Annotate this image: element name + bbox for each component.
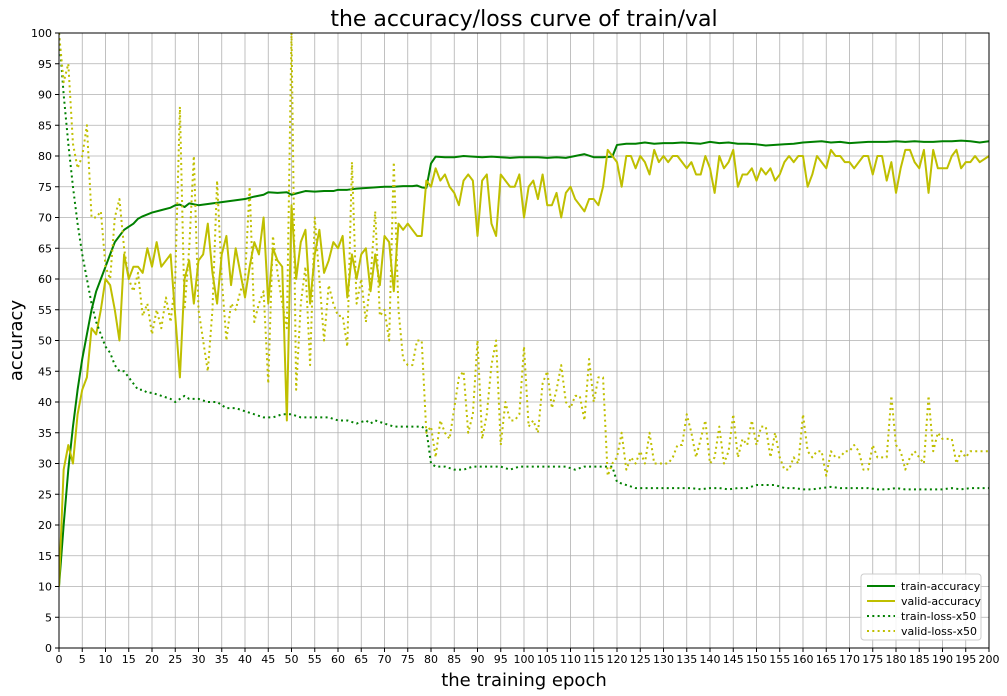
x-tick-label: 115 xyxy=(583,653,604,666)
x-tick-label: 125 xyxy=(630,653,651,666)
y-axis-title: accuracy xyxy=(6,300,27,382)
x-tick-label: 70 xyxy=(378,653,392,666)
legend-label: valid-accuracy xyxy=(901,595,981,608)
legend: train-accuracy valid-accuracy train-loss-x… xyxy=(860,573,982,641)
x-tick-label: 50 xyxy=(285,653,299,666)
y-tick-label: 65 xyxy=(38,242,52,255)
x-tick-label: 80 xyxy=(424,653,438,666)
y-tick-label: 10 xyxy=(38,581,52,594)
x-tick-label: 170 xyxy=(839,653,860,666)
x-tick-label: 175 xyxy=(862,653,883,666)
x-tick-label: 160 xyxy=(793,653,814,666)
grid xyxy=(58,32,990,649)
x-tick-label: 60 xyxy=(331,653,345,666)
y-tick-label: 45 xyxy=(38,365,52,378)
x-tick-label: 65 xyxy=(354,653,368,666)
x-tick-label: 30 xyxy=(192,653,206,666)
x-tick-label: 55 xyxy=(308,653,322,666)
x-tick-label: 155 xyxy=(769,653,790,666)
x-axis-title: the training epoch xyxy=(441,670,607,691)
x-tick-label: 140 xyxy=(700,653,721,666)
x-tick-label: 185 xyxy=(909,653,930,666)
x-tick-label: 135 xyxy=(676,653,697,666)
legend-label: train-accuracy xyxy=(901,580,981,593)
y-tick-label: 75 xyxy=(38,181,52,194)
series-line-valid-loss-x50 xyxy=(59,33,989,477)
x-tick-label: 45 xyxy=(261,653,275,666)
x-tick-label: 20 xyxy=(145,653,159,666)
x-tick-label: 195 xyxy=(955,653,976,666)
series-layer xyxy=(59,33,989,587)
y-axis-ticks: 0 5 10 15 20 25 30 35 40 45 50 55 60 65 70 75 80 85 90 95 10… xyxy=(31,27,59,655)
y-tick-label: 30 xyxy=(38,458,52,471)
x-tick-label: 25 xyxy=(168,653,182,666)
x-axis-ticks: 0 5 10 15 20 25 30 35 40 45 50 55 60 65 70 75 80 85 90 95 10… xyxy=(56,648,1000,666)
y-tick-label: 90 xyxy=(38,89,52,102)
x-tick-label: 130 xyxy=(653,653,674,666)
x-tick-label: 145 xyxy=(723,653,744,666)
x-tick-label: 150 xyxy=(746,653,767,666)
y-tick-label: 40 xyxy=(38,396,52,409)
x-tick-label: 180 xyxy=(886,653,907,666)
x-tick-label: 95 xyxy=(494,653,508,666)
y-tick-label: 15 xyxy=(38,550,52,563)
x-tick-label: 85 xyxy=(447,653,461,666)
y-tick-label: 50 xyxy=(38,335,52,348)
y-tick-label: 55 xyxy=(38,304,52,317)
y-tick-label: 70 xyxy=(38,212,52,225)
series-line-train-accuracy xyxy=(59,139,989,587)
x-tick-label: 105 xyxy=(537,653,558,666)
legend-box xyxy=(860,573,982,641)
legend-label: valid-loss-x50 xyxy=(901,625,977,638)
y-tick-label: 85 xyxy=(38,119,52,132)
x-tick-label: 200 xyxy=(979,653,1000,666)
x-tick-label: 35 xyxy=(215,653,229,666)
x-tick-label: 120 xyxy=(607,653,628,666)
y-tick-label: 5 xyxy=(45,611,52,624)
x-tick-label: 15 xyxy=(122,653,136,666)
y-tick-label: 60 xyxy=(38,273,52,286)
x-tick-label: 110 xyxy=(560,653,581,666)
x-tick-label: 5 xyxy=(79,653,86,666)
x-tick-label: 190 xyxy=(932,653,953,666)
x-tick-label: 100 xyxy=(514,653,535,666)
chart-title: the accuracy/loss curve of train/val xyxy=(330,7,717,32)
y-tick-label: 20 xyxy=(38,519,52,532)
x-tick-label: 165 xyxy=(816,653,837,666)
y-tick-label: 0 xyxy=(45,642,52,655)
x-tick-label: 75 xyxy=(401,653,415,666)
y-tick-label: 100 xyxy=(31,27,52,40)
x-tick-label: 90 xyxy=(471,653,485,666)
x-tick-label: 10 xyxy=(99,653,113,666)
y-tick-label: 95 xyxy=(38,58,52,71)
y-tick-label: 80 xyxy=(38,150,52,163)
x-tick-label: 40 xyxy=(238,653,252,666)
x-tick-label: 0 xyxy=(56,653,63,666)
legend-label: train-loss-x50 xyxy=(901,610,976,623)
y-tick-label: 25 xyxy=(38,488,52,501)
y-tick-label: 35 xyxy=(38,427,52,440)
